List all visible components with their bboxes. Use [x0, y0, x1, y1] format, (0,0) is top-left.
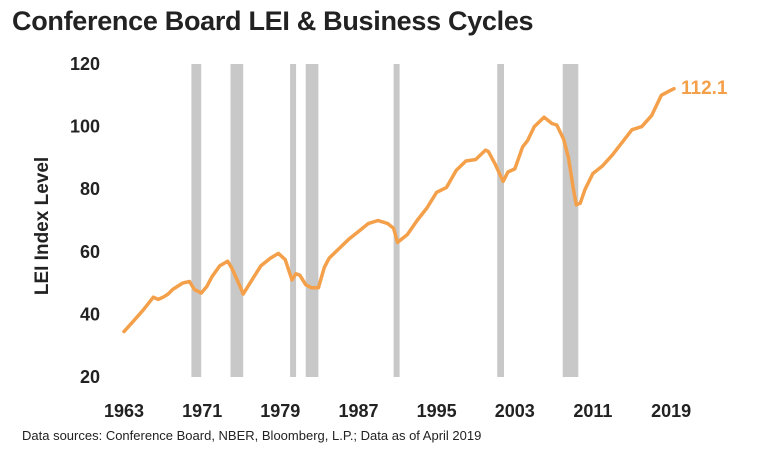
recession-bands: [191, 64, 579, 377]
recession-band: [191, 64, 202, 377]
y-tick-label: 60: [80, 242, 100, 262]
x-tick-label: 2011: [573, 401, 612, 421]
recession-band: [562, 64, 579, 377]
y-tick-label: 80: [80, 179, 100, 199]
recession-band: [290, 64, 297, 377]
x-axis-ticks: 1963 1971 1979 1987 1995 2003 2011 2019: [104, 401, 691, 421]
y-axis-label: LEI Index Level: [32, 157, 53, 295]
y-tick-label: 20: [80, 367, 100, 387]
recession-band: [497, 64, 504, 377]
chart-title: Conference Board LEI & Business Cycles: [12, 6, 534, 36]
y-tick-label: 40: [80, 304, 100, 324]
recession-band: [393, 64, 400, 377]
y-tick-label: 120: [70, 54, 100, 74]
x-tick-label: 2019: [651, 401, 691, 421]
x-tick-label: 1995: [417, 401, 457, 421]
y-axis-ticks: 20 40 60 80 100 120: [70, 54, 100, 387]
recession-band: [305, 64, 319, 377]
x-tick-label: 1963: [104, 401, 144, 421]
x-tick-label: 1979: [260, 401, 300, 421]
y-tick-label: 100: [70, 117, 100, 137]
x-tick-label: 1971: [182, 401, 222, 421]
recession-band: [230, 64, 244, 377]
end-value-label: 112.1: [681, 78, 728, 99]
lei-series: [122, 86, 676, 334]
x-tick-label: 2003: [495, 401, 535, 421]
x-tick-label: 1987: [338, 401, 378, 421]
source-note: Data sources: Conference Board, NBER, Bl…: [22, 428, 482, 443]
lei-line: [122, 86, 676, 334]
